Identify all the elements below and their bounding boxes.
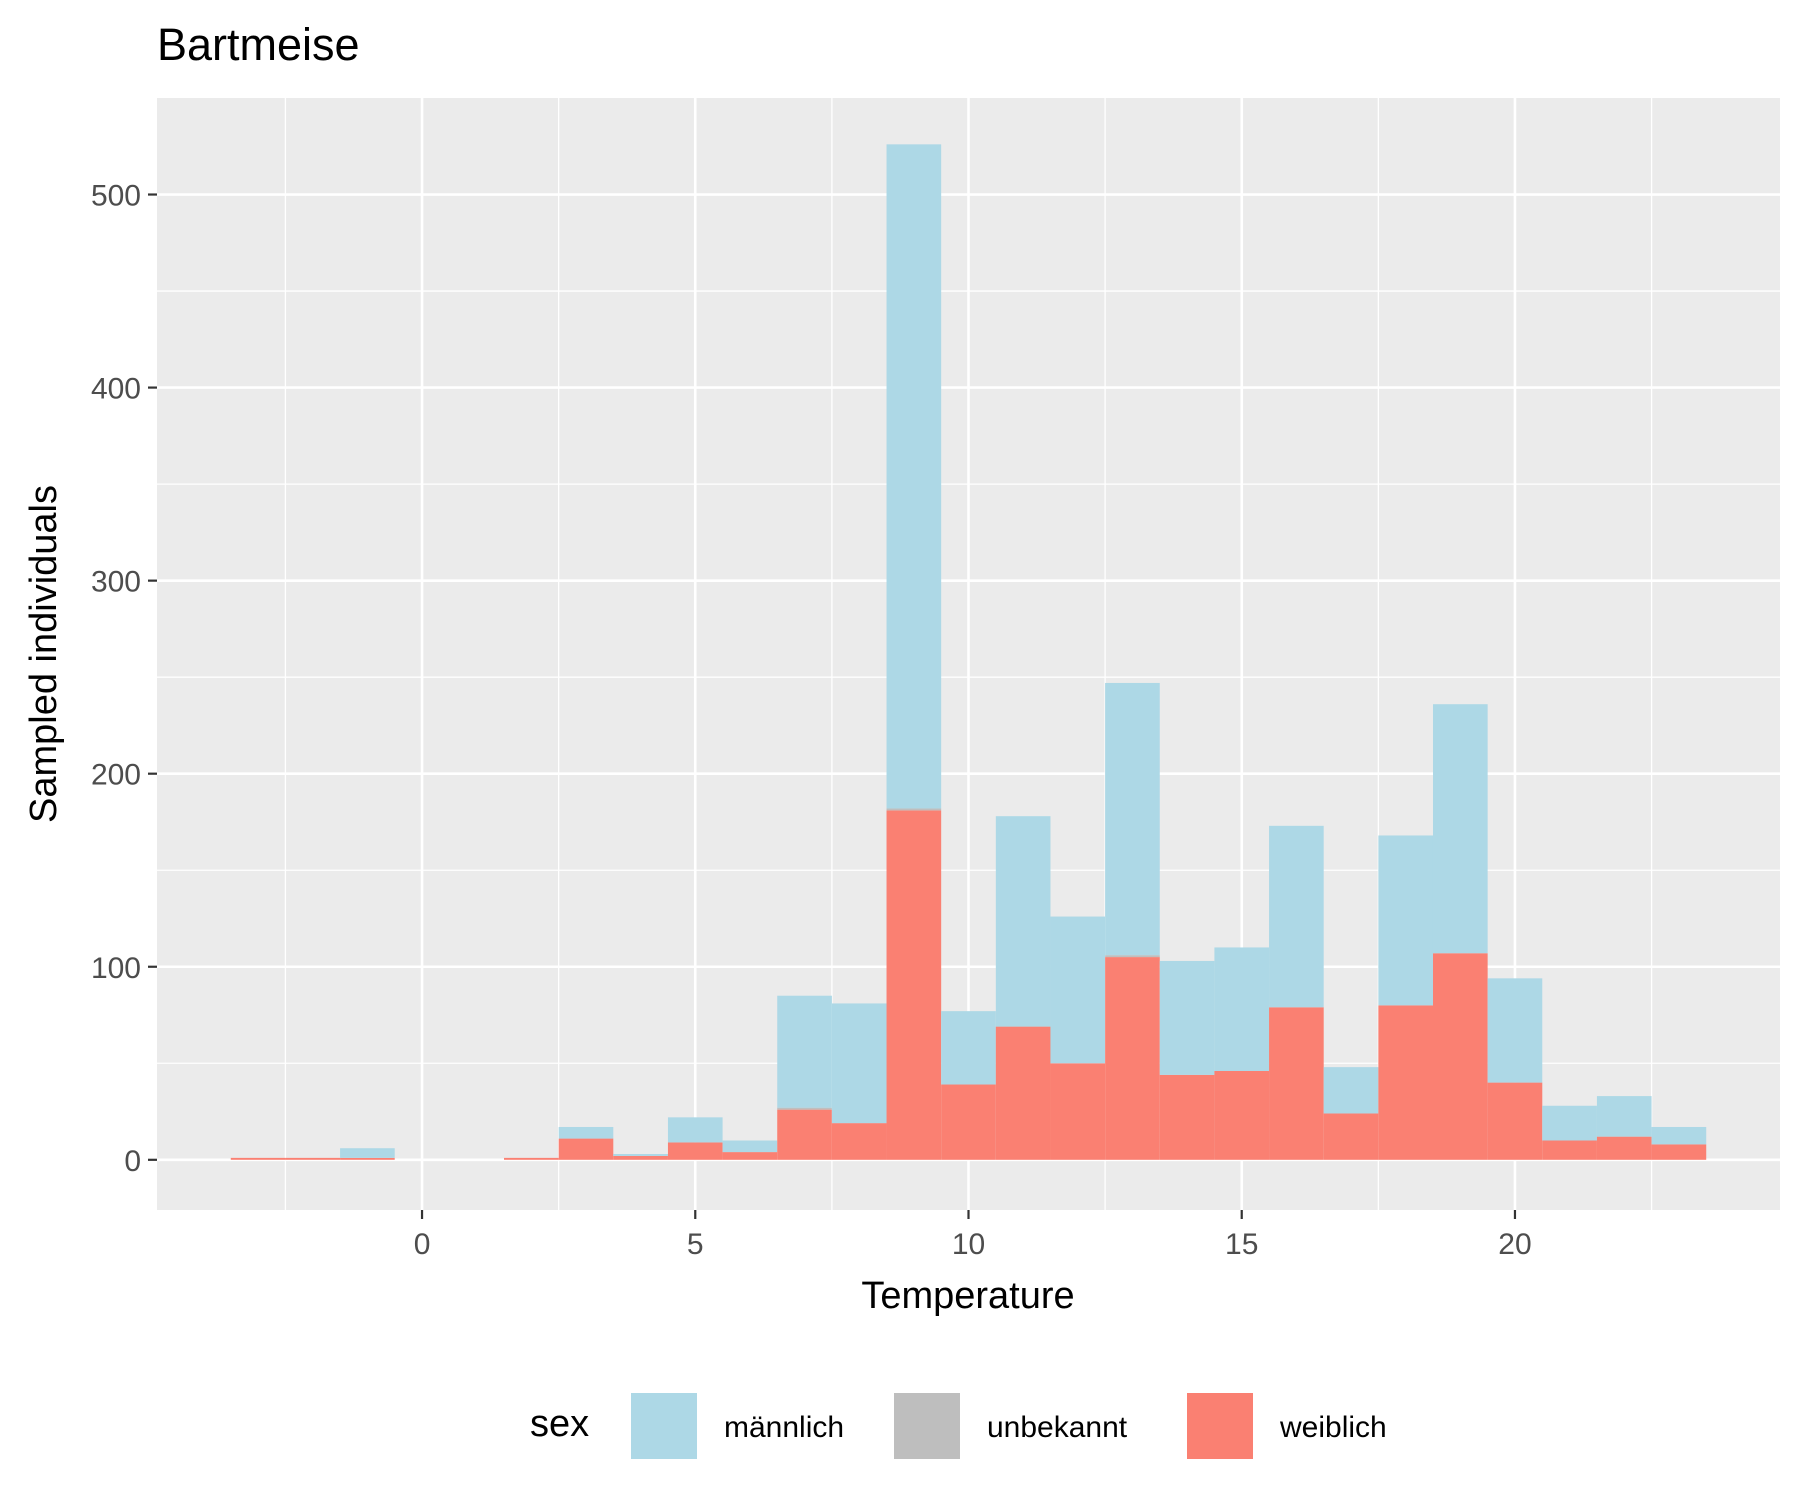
bar-weiblich-bin-20 — [1487, 1082, 1543, 1160]
bar-weiblich-bin-23 — [1651, 1144, 1707, 1160]
legend-label-unbekannt: unbekannt — [987, 1411, 1128, 1444]
bar-männlich-bin-16 — [1269, 825, 1324, 1008]
bar-weiblich-bin--3 — [230, 1157, 286, 1160]
bar-männlich-bin-5 — [667, 1117, 723, 1143]
bar-männlich-bin-3 — [558, 1126, 614, 1139]
legend-title: sex — [530, 1403, 589, 1445]
bar-weiblich-bin-21 — [1542, 1140, 1597, 1160]
y-tick-label: 500 — [91, 180, 141, 213]
x-tick-label: 15 — [1225, 1228, 1258, 1261]
chart-title: Bartmeise — [157, 19, 360, 70]
bar-männlich-bin-23 — [1651, 1126, 1707, 1145]
bar-weiblich-bin-5 — [667, 1142, 723, 1160]
legend-label-weiblich: weiblich — [1279, 1411, 1387, 1444]
bar-weiblich-bin-22 — [1596, 1136, 1652, 1160]
bar-männlich-bin-15 — [1214, 947, 1270, 1071]
bar-weiblich-bin-7 — [777, 1109, 832, 1160]
bar-unbekannt-bin-9 — [886, 808, 942, 811]
legend: sex männlich unbekannt weiblich — [530, 1391, 1387, 1461]
bar-weiblich-bin--2 — [285, 1157, 341, 1160]
x-axis-title: Temperature — [861, 1275, 1074, 1317]
bar-männlich-bin-20 — [1487, 978, 1543, 1083]
bar-weiblich-bin-9 — [886, 810, 942, 1160]
x-tick-label: 10 — [952, 1228, 985, 1261]
bar-männlich-bin-12 — [1050, 916, 1106, 1064]
bar-weiblich-bin-6 — [722, 1152, 778, 1160]
bar-männlich-bin-21 — [1542, 1105, 1597, 1141]
bar-weiblich-bin--1 — [340, 1157, 395, 1160]
bar-männlich-bin-14 — [1159, 960, 1215, 1075]
bar-männlich-bin-9 — [886, 144, 942, 809]
bar-weiblich-bin-17 — [1323, 1113, 1379, 1160]
bar-weiblich-bin-16 — [1269, 1007, 1324, 1160]
bar-weiblich-bin-12 — [1050, 1063, 1106, 1160]
bar-weiblich-bin-14 — [1159, 1074, 1215, 1160]
bar-weiblich-bin-19 — [1432, 953, 1488, 1160]
x-tick-label: 0 — [414, 1228, 431, 1261]
bar-unbekannt-bin-13 — [1105, 955, 1160, 958]
bar-männlich-bin--1 — [340, 1148, 395, 1158]
y-tick-label: 300 — [91, 566, 141, 599]
y-tick-label: 400 — [91, 373, 141, 406]
bar-weiblich-bin-11 — [995, 1026, 1051, 1160]
y-tick-label: 200 — [91, 759, 141, 792]
bar-männlich-bin-13 — [1105, 682, 1160, 956]
x-tick-label: 20 — [1498, 1228, 1531, 1261]
y-axis-title: Sampled individuals — [23, 485, 65, 823]
y-tick-label: 0 — [124, 1145, 141, 1178]
bar-männlich-bin-11 — [995, 816, 1051, 1027]
bar-unbekannt-bin-7 — [777, 1107, 832, 1110]
legend-key-weiblich — [1185, 1391, 1255, 1461]
bar-weiblich-bin-18 — [1378, 1005, 1433, 1160]
bar-weiblich-bin-4 — [613, 1155, 668, 1160]
bar-männlich-bin-10 — [941, 1011, 996, 1085]
bar-männlich-bin-19 — [1432, 704, 1488, 954]
bar-weiblich-bin-3 — [558, 1138, 614, 1160]
bar-männlich-bin-17 — [1323, 1067, 1379, 1114]
bar-weiblich-bin-8 — [831, 1123, 887, 1160]
bar-männlich-bin-8 — [831, 1003, 887, 1124]
legend-label-männlich: männlich — [724, 1411, 844, 1444]
bar-männlich-bin-6 — [722, 1140, 778, 1153]
x-axis: 0 5 10 15 20 — [414, 1210, 1532, 1261]
y-axis: 0 100 200 300 400 500 — [91, 180, 157, 1178]
x-tick-label: 5 — [687, 1228, 704, 1261]
grid-lines — [157, 98, 1780, 1210]
legend-key-männlich — [629, 1391, 699, 1461]
legend-key-unbekannt — [892, 1391, 962, 1461]
bar-männlich-bin-7 — [777, 995, 832, 1108]
bar-männlich-bin-22 — [1596, 1096, 1652, 1137]
bar-weiblich-bin-13 — [1105, 957, 1160, 1160]
bar-männlich-bin-4 — [613, 1154, 668, 1156]
bars — [230, 144, 1707, 1160]
bar-weiblich-bin-15 — [1214, 1071, 1270, 1160]
y-tick-label: 100 — [91, 952, 141, 985]
bar-weiblich-bin-10 — [941, 1084, 996, 1160]
bar-männlich-bin-18 — [1378, 835, 1433, 1006]
bar-weiblich-bin-2 — [504, 1157, 559, 1160]
